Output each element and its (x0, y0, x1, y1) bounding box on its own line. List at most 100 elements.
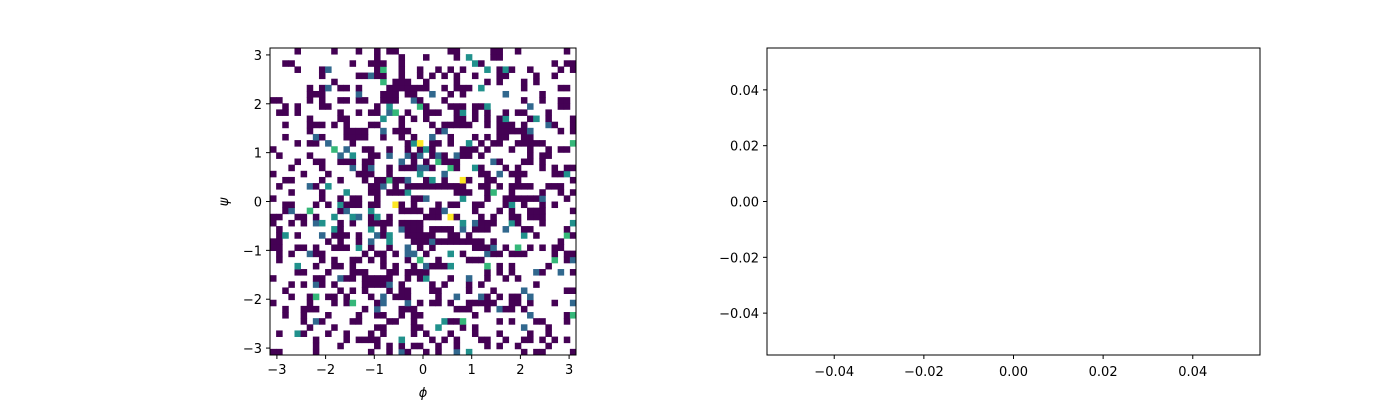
histogram-bin (447, 275, 454, 282)
histogram-bin (312, 213, 320, 221)
histogram-bin (392, 183, 399, 190)
histogram-bin (502, 90, 510, 98)
histogram-bin (331, 213, 338, 221)
histogram-bin (545, 152, 552, 159)
histogram-bin (398, 312, 406, 319)
histogram-bin (337, 287, 344, 294)
histogram-bin (355, 318, 363, 325)
histogram-bin (563, 48, 571, 55)
histogram-bin (331, 299, 338, 307)
histogram-bin (380, 250, 387, 258)
histogram-bin (410, 97, 418, 104)
histogram-bin (355, 84, 363, 92)
histogram-bin (276, 152, 283, 159)
histogram-bin (459, 84, 467, 92)
histogram-bin (453, 232, 461, 239)
histogram-bin (459, 183, 467, 190)
histogram-bin (361, 336, 369, 344)
histogram-bin (471, 330, 479, 337)
histogram-bin (282, 305, 289, 313)
histogram-bin (478, 84, 485, 92)
empty-axes-frame (766, 47, 1261, 356)
histogram-bin (508, 195, 516, 202)
histogram-panel: −3 −2 −1 0 1 2 3 −3 −2 −1 0 1 2 3 ϕ ψ (217, 47, 577, 401)
histogram-bin (416, 269, 424, 276)
histogram-bin (490, 189, 497, 196)
histogram-bin (343, 146, 350, 153)
histogram-bin (318, 90, 326, 98)
histogram-bin (349, 201, 357, 209)
histogram-bin (355, 133, 363, 141)
histogram-bin (435, 293, 442, 301)
histogram-bin (355, 72, 363, 80)
histogram-bin (539, 207, 546, 215)
histogram-bin (392, 262, 399, 270)
histogram-bin (527, 293, 534, 301)
histogram-bin (410, 312, 418, 319)
histogram-bin (453, 72, 461, 80)
histogram-bin (496, 262, 503, 270)
histogram-bin (508, 293, 516, 301)
histogram-bin (392, 48, 399, 55)
histogram-bin (563, 60, 571, 67)
histogram-bin (496, 121, 503, 129)
histogram-bin (337, 84, 344, 92)
histogram-bin (490, 299, 497, 307)
histogram-bin (367, 164, 375, 172)
histogram-bin (514, 164, 522, 172)
histogram-bin (527, 158, 534, 166)
histogram-bin (343, 201, 350, 209)
histogram-bin (478, 213, 485, 221)
histogram-bin (520, 232, 528, 239)
histogram-bin (392, 127, 399, 135)
histogram-bin (508, 183, 516, 190)
histogram-bin (502, 164, 510, 172)
histogram-bin (282, 312, 289, 319)
histogram-bin (361, 275, 369, 282)
histogram-bin (484, 275, 491, 282)
histogram-bin (459, 195, 467, 202)
histogram-bin (563, 103, 571, 110)
histogram-bin (288, 293, 295, 301)
histogram-bin (398, 226, 406, 233)
histogram-bin (288, 189, 295, 196)
histogram-bin (410, 133, 418, 141)
histogram-bin (325, 66, 332, 73)
histogram-bin (398, 127, 406, 135)
histogram-bin (343, 115, 350, 123)
histogram-bin (392, 109, 399, 116)
histogram-bin (306, 127, 314, 135)
histogram-bin (361, 146, 369, 153)
histogram-bin (563, 256, 571, 264)
histogram-bin (563, 312, 571, 319)
histogram-bin (367, 213, 375, 221)
histogram-bin (496, 158, 503, 166)
histogram-bin (410, 262, 418, 270)
histogram-bin (398, 115, 406, 123)
histogram-bin (380, 78, 387, 86)
x-tick-label: 0 (419, 363, 427, 378)
histogram-bin (563, 146, 571, 153)
histogram-bin (374, 342, 381, 350)
histogram-bin (551, 183, 559, 190)
histogram-bin (429, 164, 436, 172)
histogram-bin (569, 66, 577, 73)
histogram-bin (282, 232, 289, 239)
histogram-bin (502, 244, 510, 252)
histogram-bin (465, 232, 473, 239)
histogram-bin (398, 78, 406, 86)
histogram-bin (270, 348, 277, 356)
histogram-bin (563, 226, 571, 233)
histogram-bin (306, 97, 314, 104)
histogram-bin (374, 66, 381, 73)
histogram-bin (404, 348, 412, 356)
histogram-bin (496, 305, 503, 313)
histogram-bin (404, 287, 412, 294)
histogram-bin (453, 318, 461, 325)
histogram-bin (496, 54, 503, 61)
histogram-bin (551, 299, 559, 307)
histogram-bin (398, 164, 406, 172)
histogram-bin (349, 152, 357, 159)
histogram-bin (502, 121, 510, 129)
histogram-bin (294, 103, 301, 110)
